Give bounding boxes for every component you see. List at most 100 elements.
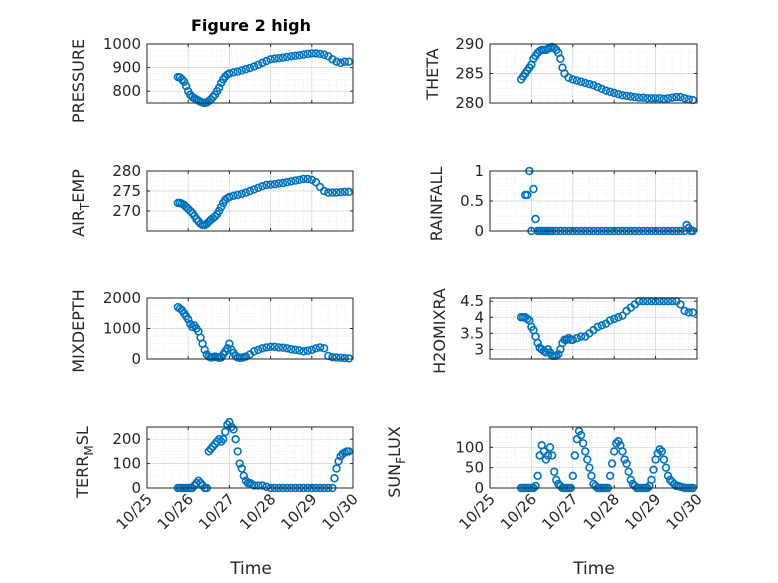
data-point bbox=[291, 176, 300, 185]
axes-rainfall: 00.51 bbox=[460, 162, 698, 240]
data-point bbox=[221, 427, 230, 437]
axes-mixdepth: 0 1000 2000 bbox=[103, 289, 354, 368]
data-point bbox=[576, 77, 586, 86]
data-point bbox=[659, 94, 669, 104]
data-point bbox=[549, 43, 559, 53]
y-tick-label: 270 bbox=[112, 202, 141, 220]
data-point bbox=[581, 447, 590, 456]
xlabel-sun-flux: Time bbox=[572, 559, 615, 579]
data-point bbox=[672, 92, 681, 102]
data-point bbox=[531, 481, 540, 491]
data-point bbox=[254, 183, 263, 193]
data-point bbox=[661, 463, 671, 472]
data-point bbox=[676, 300, 685, 309]
data-point bbox=[574, 426, 584, 436]
data-point bbox=[564, 333, 573, 343]
data-point bbox=[547, 451, 557, 460]
data-point bbox=[225, 69, 234, 78]
data-point bbox=[229, 68, 238, 77]
y-tick-label: 4 bbox=[474, 308, 484, 326]
ylabel-h2omixra: H2OMIXRA bbox=[430, 288, 449, 374]
data-point bbox=[254, 60, 263, 69]
data-point bbox=[233, 67, 242, 76]
data-point bbox=[344, 57, 354, 66]
data-point bbox=[287, 345, 296, 354]
data-point bbox=[175, 73, 185, 82]
axes-pressure: 800 900 1000 bbox=[103, 35, 354, 108]
data-point bbox=[572, 76, 582, 85]
ylabel-air-temp: AIRTEMP bbox=[69, 169, 92, 237]
data-point bbox=[578, 439, 588, 448]
xlabel-terr-msl: Time bbox=[229, 559, 272, 579]
data-point bbox=[618, 447, 627, 456]
data-point bbox=[262, 482, 271, 491]
data-point bbox=[315, 343, 325, 352]
data-point bbox=[319, 50, 329, 59]
ylabel-rainfall: RAINFALL bbox=[427, 167, 446, 242]
data-point bbox=[258, 344, 267, 353]
data-point bbox=[311, 344, 321, 353]
data-point bbox=[262, 180, 271, 190]
data-point bbox=[332, 353, 341, 362]
data-point bbox=[223, 344, 232, 353]
data-point bbox=[601, 86, 611, 95]
data-point bbox=[620, 455, 629, 464]
data-point bbox=[334, 456, 343, 466]
ylabel-theta: THETA bbox=[423, 48, 442, 100]
data-point bbox=[618, 91, 627, 100]
data-point bbox=[214, 83, 224, 92]
data-point bbox=[241, 65, 251, 74]
y-tick-label: 100 bbox=[455, 438, 484, 456]
y-tick-label: 290 bbox=[455, 35, 484, 53]
data-point bbox=[311, 178, 321, 187]
data-point bbox=[340, 57, 349, 66]
data-point bbox=[576, 332, 586, 341]
y-tick-label: 1000 bbox=[103, 35, 141, 53]
data-point bbox=[282, 344, 292, 353]
data-point bbox=[307, 175, 316, 185]
data-point bbox=[328, 352, 337, 362]
data-point bbox=[609, 447, 619, 456]
data-point bbox=[249, 481, 259, 490]
data-point bbox=[330, 474, 339, 483]
data-point bbox=[237, 189, 246, 199]
ylabel-terr-msl: TERRMSL bbox=[73, 426, 96, 499]
data-point bbox=[589, 81, 598, 90]
y-tick-label: 900 bbox=[112, 59, 141, 77]
axes-box bbox=[146, 297, 354, 360]
data-point bbox=[249, 347, 259, 356]
data-point bbox=[622, 91, 631, 101]
subplot-rainfall: 00.51 RAINFALL bbox=[427, 162, 698, 242]
data-point bbox=[605, 87, 615, 96]
data-point bbox=[307, 345, 316, 355]
ylabel-pressure: PRESSURE bbox=[69, 39, 88, 123]
data-point bbox=[181, 81, 191, 91]
y-tick-label: 200 bbox=[112, 430, 141, 448]
y-tick-label: 280 bbox=[112, 162, 141, 180]
y-tick-label: 1000 bbox=[103, 320, 141, 338]
data-point bbox=[295, 346, 304, 355]
data-point bbox=[274, 179, 284, 188]
data-point bbox=[266, 180, 275, 189]
data-point bbox=[541, 455, 551, 464]
data-point bbox=[688, 308, 698, 317]
data-point bbox=[311, 49, 321, 58]
data-point bbox=[262, 343, 271, 352]
y-tick-label: 285 bbox=[455, 65, 484, 83]
subplot-air-temp: 270 275 280 AIRTEMP bbox=[69, 162, 354, 237]
data-point bbox=[328, 188, 337, 197]
data-point bbox=[549, 467, 559, 476]
y-tick-label: 280 bbox=[455, 94, 484, 112]
data-point bbox=[233, 190, 242, 200]
data-point bbox=[299, 50, 308, 59]
y-tick-label: 0 bbox=[474, 222, 484, 240]
series-sun-flux bbox=[516, 426, 698, 493]
data-point bbox=[254, 481, 263, 490]
data-point bbox=[552, 475, 561, 485]
axes-box bbox=[489, 426, 698, 489]
figure-title: Figure 2 high bbox=[191, 16, 311, 35]
data-point bbox=[680, 306, 689, 316]
data-point bbox=[270, 180, 279, 189]
data-point bbox=[618, 311, 627, 320]
data-point bbox=[291, 345, 300, 355]
